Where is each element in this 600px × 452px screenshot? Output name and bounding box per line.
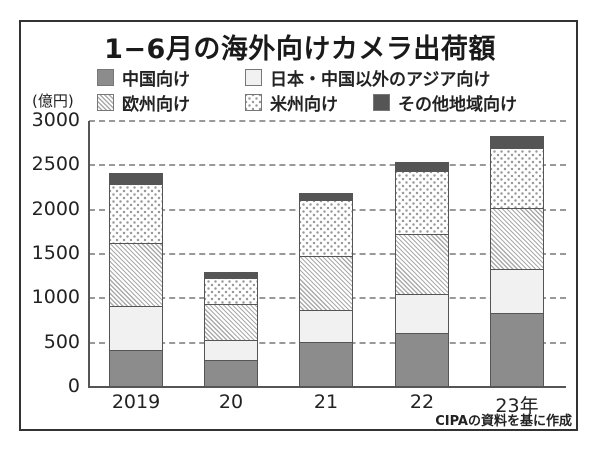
bar-segment-other <box>490 136 544 149</box>
bar-segment-china <box>395 332 449 389</box>
chart-title: 1−6月の海外向けカメラ出荷額 <box>104 34 496 65</box>
bar-segment-china <box>109 349 163 389</box>
legend-swatch-china-icon <box>97 69 114 86</box>
legend-item-americas: 米州向け <box>245 90 338 115</box>
bar-segment-asia <box>204 340 258 362</box>
legend-item-europe: 欧州向け <box>97 90 190 115</box>
y-tick-label: 2500 <box>31 153 80 176</box>
legend-label: 米州向け <box>270 95 338 115</box>
x-axis-line <box>88 386 566 388</box>
legend-item-china: 中国向け <box>97 65 190 90</box>
bar-segment-asia <box>395 293 449 334</box>
bar-segment-other <box>395 161 449 173</box>
gridline <box>89 164 566 167</box>
x-tick-label: 21 <box>313 391 339 413</box>
bar-segment-asia <box>299 309 353 344</box>
legend-swatch-europe-icon <box>97 94 114 111</box>
legend-label: 日本・中国以外のアジア向け <box>270 70 491 90</box>
bar-segment-americas <box>395 170 449 235</box>
legend-item-other: その他地域向け <box>373 90 517 115</box>
bar-segment-other <box>109 173 163 185</box>
bar-segment-europe <box>395 233 449 295</box>
bar-segment-china <box>204 359 258 389</box>
bar-segment-americas <box>299 199 353 258</box>
legend-item-asia: 日本・中国以外のアジア向け <box>245 65 490 90</box>
bar-segment-other <box>204 272 258 279</box>
bar-segment-europe <box>490 207 544 270</box>
x-tick-label: 23年 <box>495 395 539 417</box>
bar-segment-europe <box>299 255 353 312</box>
legend-swatch-asia-icon <box>245 69 262 86</box>
bar-segment-china <box>490 312 544 389</box>
y-tick-label: 2000 <box>31 197 80 220</box>
y-tick-label: 500 <box>43 330 80 353</box>
bar-segment-europe <box>204 303 258 342</box>
bar-segment-europe <box>109 242 163 308</box>
x-tick-label: 2019 <box>111 391 161 413</box>
x-tick-label: 20 <box>218 391 244 413</box>
y-tick-label: 3000 <box>31 109 80 131</box>
x-tick-label: 22 <box>409 391 435 413</box>
bar-segment-americas <box>204 277 258 305</box>
y-tick-label: 1000 <box>31 286 80 309</box>
y-axis-unit-label: (億円) <box>32 92 74 110</box>
bar-segment-asia <box>490 268 544 315</box>
legend-label: 欧州向け <box>122 95 190 115</box>
bar-segment-asia <box>109 305 163 352</box>
y-tick-label: 1500 <box>31 242 80 264</box>
legend-label: その他地域向け <box>398 95 517 115</box>
source-note: CIPAの資料を基に作成 <box>435 414 572 429</box>
bar-segment-americas <box>490 147 544 209</box>
y-axis-line <box>88 121 90 388</box>
y-tick-label: 0 <box>67 375 80 397</box>
legend-label: 中国向け <box>122 70 190 90</box>
gridline <box>89 120 566 122</box>
bar-segment-other <box>299 192 353 202</box>
legend-swatch-other-icon <box>373 94 390 111</box>
legend-swatch-americas-icon <box>245 94 262 111</box>
bar-segment-china <box>299 341 353 389</box>
bar-segment-americas <box>109 183 163 245</box>
